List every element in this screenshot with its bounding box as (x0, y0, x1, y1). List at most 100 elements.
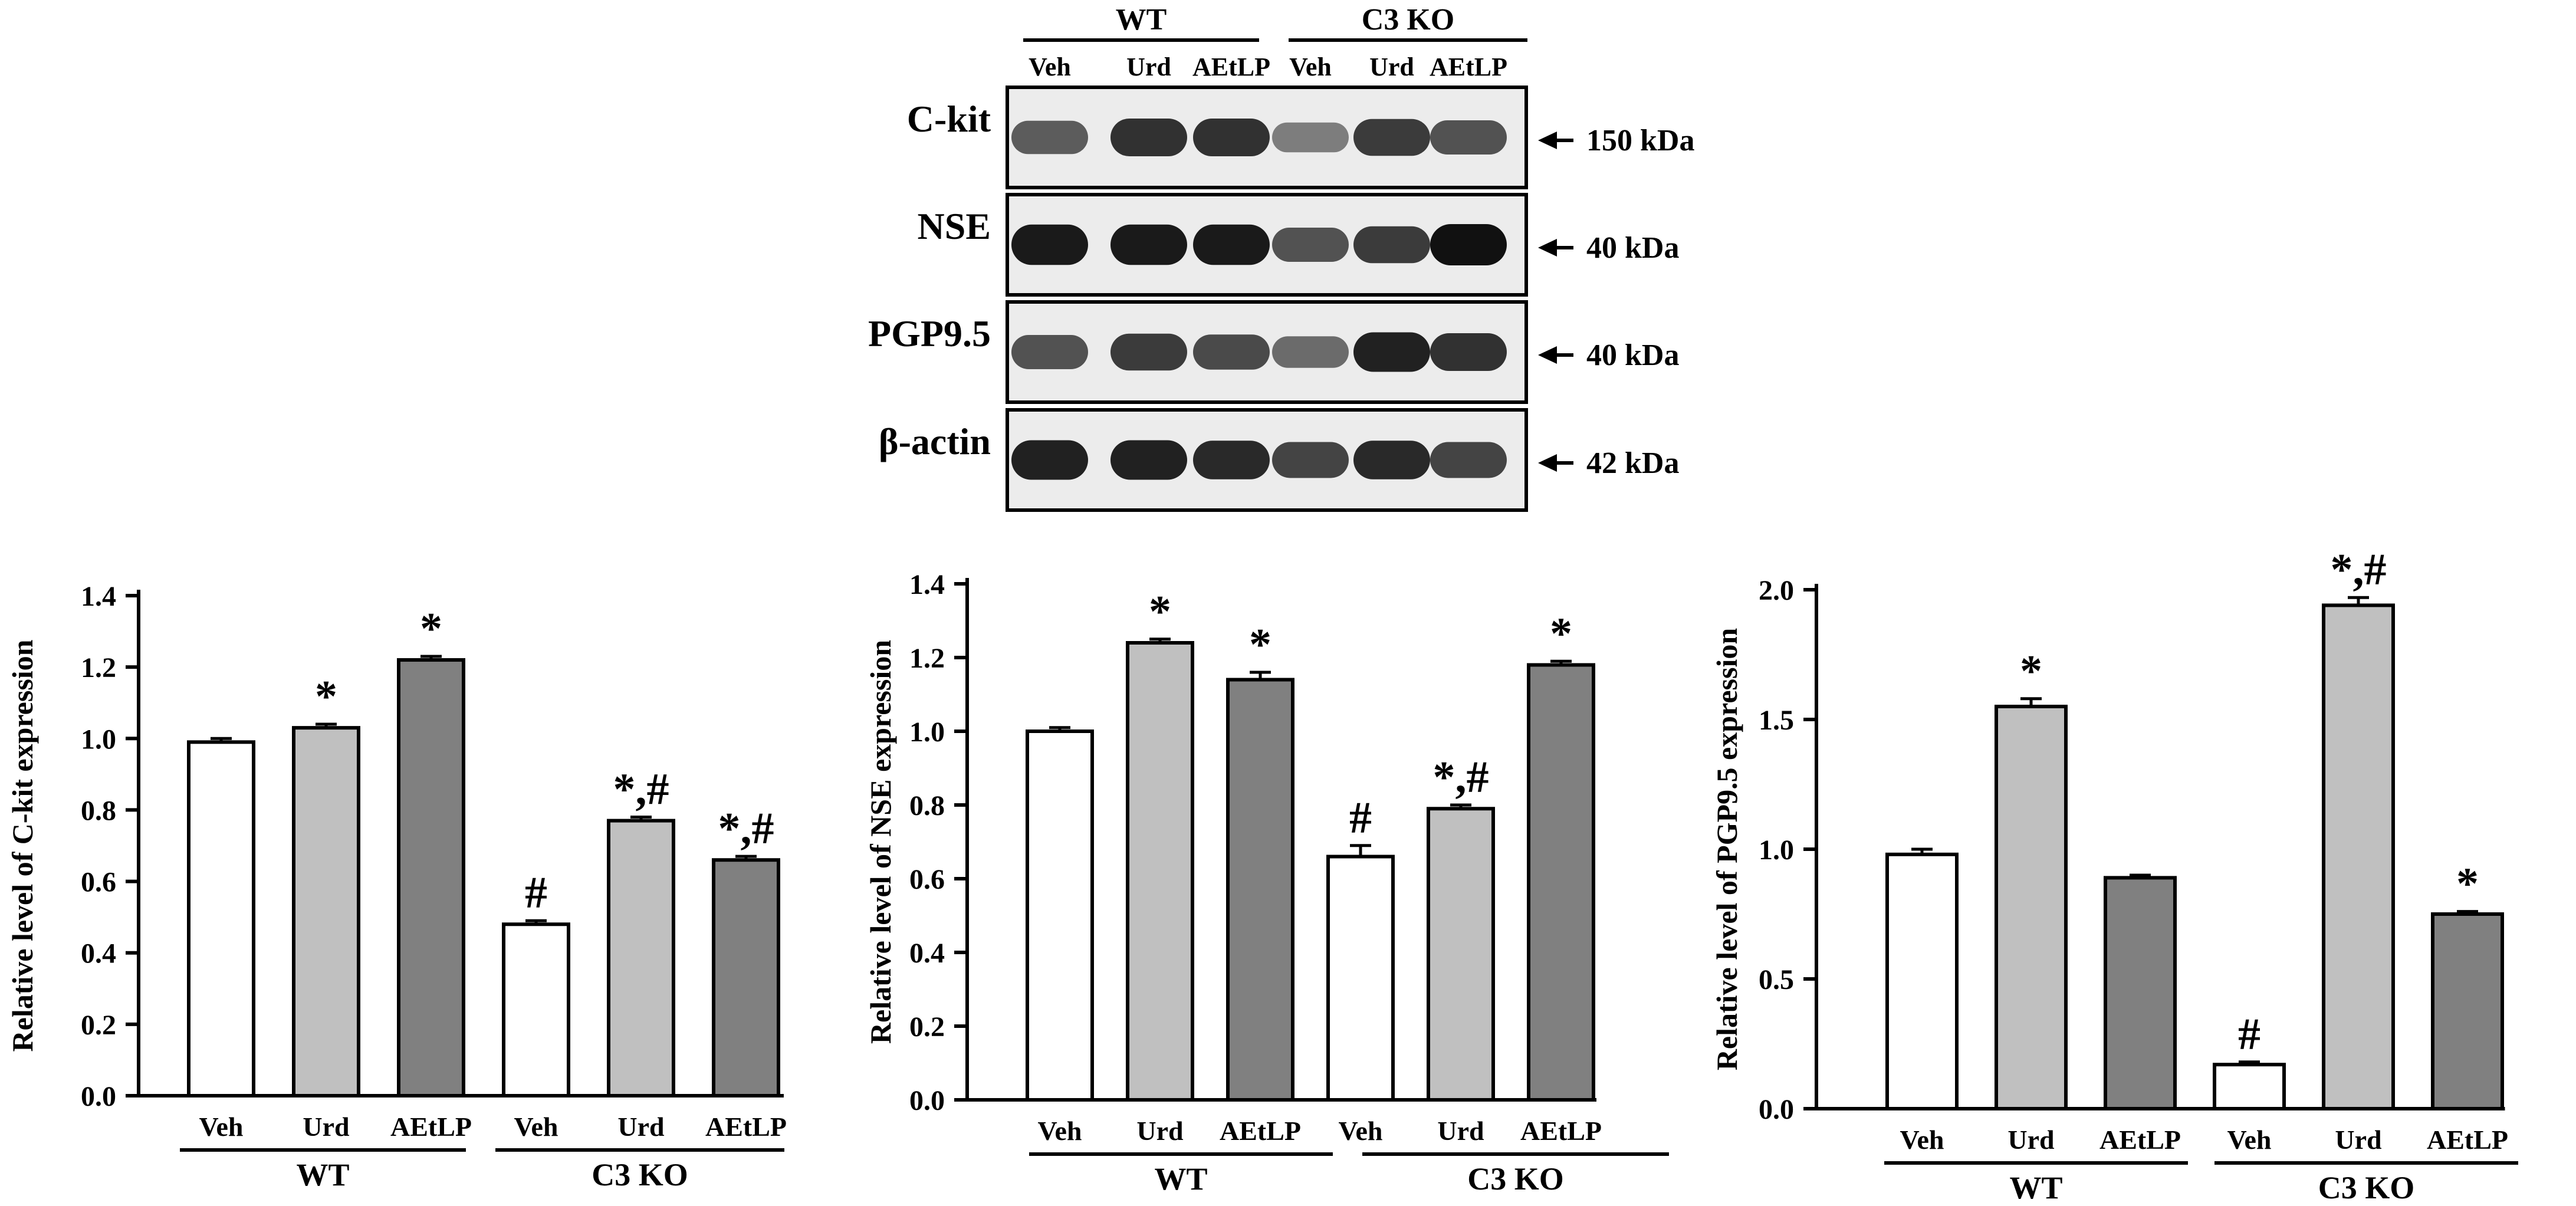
significance-label: * (2020, 646, 2042, 696)
y-tick-label: 0.2 (81, 1010, 116, 1041)
blot-band (1011, 335, 1088, 369)
significance-label: * (315, 672, 337, 721)
y-tick-label: 0.8 (909, 790, 945, 821)
bar-chart-panel: 0.0 0.2 0.4 0.6 0.8 1.0 1.2 1.4 Relative level o… (864, 569, 1669, 1197)
blot-band (1353, 226, 1430, 264)
group-label: WT (2009, 1170, 2062, 1203)
arrow-icon (1538, 346, 1557, 364)
y-tick-label: 0.4 (81, 938, 116, 970)
y-tick-label: 1.0 (909, 717, 945, 748)
blot-lane-label: AEtLP (1192, 52, 1270, 81)
blot-band (1272, 442, 1349, 478)
bar (1995, 705, 2068, 1110)
blot-row-label: NSE (918, 205, 991, 247)
bar (1527, 663, 1595, 1102)
bar (1885, 852, 1959, 1111)
x-tick-label: Urd (617, 1112, 665, 1142)
y-tick-label: 0.5 (1759, 964, 1794, 995)
group-label: WT (1154, 1161, 1207, 1197)
bar (712, 858, 780, 1097)
blot-band (1011, 224, 1088, 265)
y-tick-label: 1.5 (1759, 705, 1794, 736)
significance-label: *,# (718, 804, 774, 853)
y-axis-title: Relative level of PGP9.5 expression (1710, 628, 1743, 1071)
blot-band (1110, 440, 1187, 480)
significance-label: *,# (613, 765, 669, 814)
y-tick-label: 1.2 (81, 652, 116, 683)
blot-band (1272, 336, 1349, 368)
arrow-icon (1538, 132, 1557, 149)
group-label: C3 KO (1467, 1161, 1564, 1197)
y-tick-label: 0.0 (1759, 1094, 1794, 1125)
significance-label: * (1149, 587, 1171, 636)
significance-label: * (1550, 609, 1572, 658)
x-tick-label: AEtLP (390, 1112, 472, 1142)
blot-band (1353, 119, 1430, 156)
x-tick-label: Veh (1900, 1125, 1944, 1155)
bar (1126, 641, 1194, 1102)
bar (2104, 876, 2177, 1111)
y-axis-title: Relative level of C-kit expression (6, 639, 39, 1051)
significance-label: *,# (1433, 752, 1489, 802)
blot-band (1193, 334, 1270, 370)
blot-band (1430, 224, 1507, 265)
x-tick-label: Urd (2335, 1125, 2382, 1155)
blot-row-label: β-actin (879, 420, 991, 462)
bar (1026, 729, 1094, 1102)
bar (1226, 678, 1294, 1102)
y-tick-label: 0.0 (81, 1081, 116, 1112)
y-tick-label: 1.4 (909, 569, 945, 600)
blot-lane-label: Urd (1126, 52, 1171, 81)
significance-label: * (2456, 859, 2479, 909)
x-tick-label: Urd (1437, 1116, 1484, 1146)
x-tick-label: Veh (2227, 1125, 2272, 1155)
x-tick-label: AEtLP (2099, 1125, 2181, 1155)
western-blot-panel: WT C3 KO Veh Urd AEtLP Veh Urd AEtLP C-kit 150 kD… (868, 3, 1694, 512)
significance-label: * (420, 604, 442, 653)
blot-band (1272, 228, 1349, 262)
y-tick-label: 0.6 (909, 864, 945, 895)
y-tick-label: 0.4 (909, 938, 945, 969)
arrow-icon (1538, 454, 1557, 472)
x-tick-label: AEtLP (2427, 1125, 2508, 1155)
blot-band (1193, 224, 1270, 265)
blot-band (1011, 440, 1088, 480)
y-tick-label: 0.2 (909, 1011, 945, 1043)
y-tick-label: 0.8 (81, 795, 116, 826)
blot-band (1430, 333, 1507, 371)
x-tick-label: Urd (1136, 1116, 1184, 1146)
blot-size-label: 42 kDa (1586, 446, 1679, 480)
x-tick-label: AEtLP (1220, 1116, 1301, 1146)
significance-label: *,# (2331, 545, 2387, 594)
significance-label: # (2238, 1010, 2260, 1059)
significance-label: # (525, 868, 547, 918)
group-label: C3 KO (2318, 1170, 2415, 1203)
x-tick-label: Veh (514, 1112, 558, 1142)
x-tick-label: Veh (199, 1112, 244, 1142)
group-label: WT (296, 1157, 349, 1192)
blot-band (1272, 122, 1349, 153)
y-tick-label: 0.0 (909, 1085, 945, 1116)
bar (607, 819, 675, 1097)
blot-lane-label: Veh (1029, 52, 1071, 81)
blot-band (1110, 119, 1187, 156)
y-axis-title: Relative level of NSE expression (864, 640, 897, 1044)
blot-band (1430, 120, 1507, 155)
blot-band (1353, 441, 1430, 479)
blot-band (1110, 333, 1187, 371)
blot-lane-label: AEtLP (1430, 52, 1507, 81)
bar-charts: 0.0 0.2 0.4 0.6 0.8 1.0 1.2 1.4 Relative level o… (6, 545, 2518, 1205)
blot-band (1430, 442, 1507, 478)
bar (1427, 807, 1495, 1102)
blot-row-label: PGP9.5 (868, 313, 991, 354)
y-tick-label: 2.0 (1759, 575, 1794, 606)
arrow-icon (1538, 239, 1557, 257)
blot-size-label: 150 kDa (1586, 124, 1694, 157)
bar (1326, 855, 1395, 1102)
y-tick-label: 0.6 (81, 867, 116, 898)
bar (2322, 603, 2395, 1110)
bar-chart-panel: 0.0 0.5 1.0 1.5 2.0 Relative level of PGP9.5 … (1710, 545, 2518, 1205)
bar (2431, 912, 2504, 1110)
